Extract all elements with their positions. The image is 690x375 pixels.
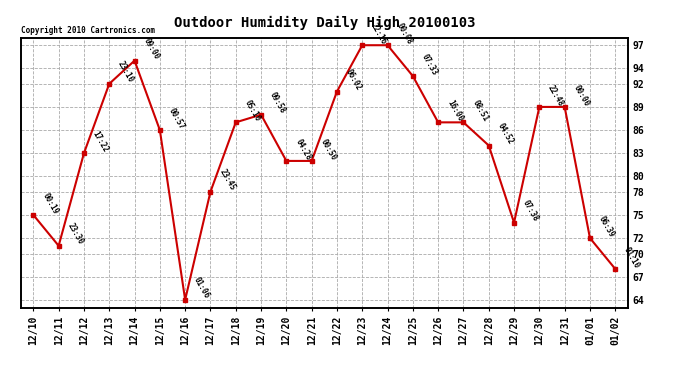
Title: Outdoor Humidity Daily High 20100103: Outdoor Humidity Daily High 20100103 — [174, 15, 475, 30]
Text: 07:38: 07:38 — [521, 199, 540, 223]
Text: 00:57: 00:57 — [167, 106, 186, 130]
Text: 05:10: 05:10 — [243, 99, 262, 123]
Text: 22:16: 22:16 — [369, 21, 388, 46]
Text: 00:00: 00:00 — [571, 83, 591, 108]
Text: 08:51: 08:51 — [471, 99, 490, 123]
Text: 04:28: 04:28 — [293, 137, 313, 162]
Text: 06:39: 06:39 — [597, 214, 616, 238]
Text: 09:58: 09:58 — [268, 91, 287, 115]
Text: 00:08: 00:08 — [395, 21, 414, 46]
Text: 00:50: 00:50 — [319, 137, 338, 162]
Text: 17:22: 17:22 — [91, 129, 110, 154]
Text: 04:52: 04:52 — [495, 122, 515, 146]
Text: 01:06: 01:06 — [192, 276, 211, 300]
Text: 16:00: 16:00 — [445, 99, 464, 123]
Text: 09:00: 09:00 — [141, 37, 161, 61]
Text: 23:10: 23:10 — [116, 60, 135, 84]
Text: 23:30: 23:30 — [66, 222, 85, 246]
Text: 07:33: 07:33 — [420, 52, 439, 76]
Text: Copyright 2010 Cartronics.com: Copyright 2010 Cartronics.com — [21, 26, 155, 35]
Text: 00:19: 00:19 — [40, 191, 59, 216]
Text: 01:10: 01:10 — [622, 245, 642, 270]
Text: 23:45: 23:45 — [217, 168, 237, 192]
Text: 06:02: 06:02 — [344, 68, 363, 92]
Text: 22:48: 22:48 — [546, 83, 566, 108]
